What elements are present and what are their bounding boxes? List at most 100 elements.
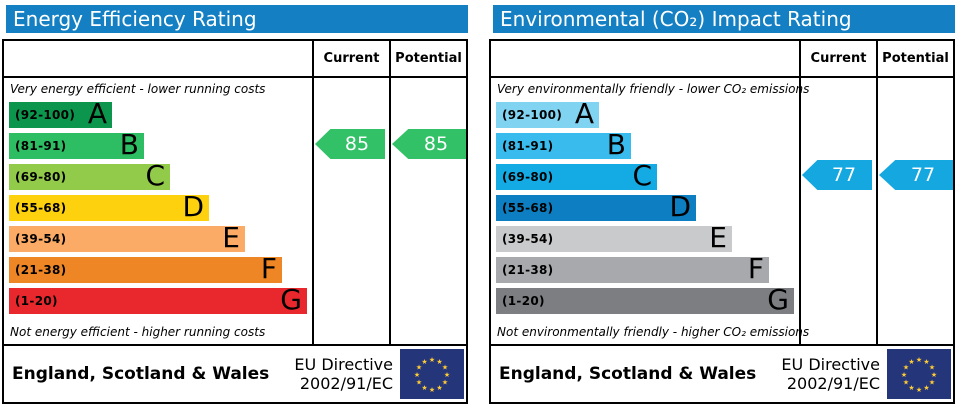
current-rating-value: 85 [344, 133, 370, 155]
energy-efficiency-panel: Energy Efficiency Rating Current Potenti… [2, 0, 468, 404]
svg-text:★: ★ [908, 384, 914, 392]
eu-flag-icon: ★ ★ ★★ ★★ ★★ ★★ ★★ [400, 349, 464, 399]
band-range: (81-91) [502, 139, 554, 153]
band-letter: A [574, 97, 594, 130]
band-a: (92-100) A [9, 97, 112, 130]
panel-title: Energy Efficiency Rating [13, 7, 257, 31]
svg-text:★: ★ [429, 356, 435, 364]
svg-text:★: ★ [436, 358, 442, 366]
svg-text:★: ★ [923, 358, 929, 366]
band-range: (55-68) [15, 201, 67, 215]
eu-directive-text: EU Directive 2002/91/EC [781, 355, 880, 393]
note-top: Very energy efficient - lower running co… [10, 82, 266, 96]
band-letter: B [119, 128, 139, 161]
band-range: (1-20) [15, 294, 58, 308]
potential-column-header: Potential [395, 51, 462, 66]
column-divider [389, 41, 391, 344]
band-letter: F [747, 252, 764, 285]
band-d: (55-68) D [496, 190, 696, 223]
svg-text:★: ★ [916, 356, 922, 364]
column-divider [876, 41, 878, 344]
svg-text:★: ★ [442, 379, 448, 387]
band-letter: C [632, 159, 652, 192]
footer: England, Scotland & Wales EU Directive 2… [491, 346, 953, 402]
band-letter: G [767, 283, 789, 316]
eu-directive-line1: EU Directive [294, 355, 393, 374]
band-letter: F [260, 252, 277, 285]
band-letter: B [606, 128, 626, 161]
eu-directive-line2: 2002/91/EC [299, 374, 393, 393]
band-range: (81-91) [15, 139, 67, 153]
header-divider [4, 76, 466, 78]
potential-rating-arrow: 77 [879, 160, 953, 190]
band-letter: G [280, 283, 302, 316]
band-range: (69-80) [502, 170, 554, 184]
band-e: (39-54) E [9, 221, 245, 254]
band-c: (69-80) C [9, 159, 170, 192]
band-range: (1-20) [502, 294, 545, 308]
potential-rating-value: 77 [910, 164, 936, 186]
svg-text:★: ★ [901, 371, 907, 379]
footer-region: England, Scotland & Wales [12, 364, 270, 384]
svg-text:★: ★ [416, 379, 422, 387]
potential-column-header: Potential [882, 51, 949, 66]
current-column-header: Current [810, 51, 867, 66]
band-letter: C [145, 159, 165, 192]
svg-text:★: ★ [903, 364, 909, 372]
svg-text:★: ★ [444, 371, 450, 379]
band-range: (39-54) [502, 232, 554, 246]
band-f: (21-38) F [496, 252, 769, 285]
rating-table: Current Potential Very environmentally f… [489, 39, 955, 404]
band-range: (92-100) [15, 108, 76, 122]
panel-title: Environmental (CO₂) Impact Rating [500, 7, 852, 31]
svg-text:★: ★ [436, 384, 442, 392]
note-bottom: Not energy efficient - higher running co… [10, 325, 266, 339]
panel-title-bar: Environmental (CO₂) Impact Rating [493, 5, 955, 33]
band-letter: E [709, 221, 727, 254]
band-g: (1-20) G [496, 283, 794, 316]
column-divider [799, 41, 801, 344]
svg-text:★: ★ [923, 384, 929, 392]
footer-divider [491, 344, 953, 346]
band-letter: E [222, 221, 240, 254]
band-b: (81-91) B [9, 128, 144, 161]
svg-text:★: ★ [416, 364, 422, 372]
eu-directive-line2: 2002/91/EC [786, 374, 880, 393]
svg-text:★: ★ [929, 379, 935, 387]
band-letter: D [669, 190, 691, 223]
band-d: (55-68) D [9, 190, 209, 223]
band-letter: D [182, 190, 204, 223]
note-bottom: Not environmentally friendly - higher CO… [497, 325, 810, 339]
svg-text:★: ★ [442, 364, 448, 372]
note-top: Very environmentally friendly - lower CO… [497, 82, 810, 96]
svg-text:★: ★ [421, 358, 427, 366]
current-column-header: Current [323, 51, 380, 66]
footer-divider [4, 344, 466, 346]
svg-text:★: ★ [931, 371, 937, 379]
svg-text:★: ★ [429, 386, 435, 394]
svg-text:★: ★ [929, 364, 935, 372]
footer-region: England, Scotland & Wales [499, 364, 757, 384]
band-range: (21-38) [502, 263, 554, 277]
eu-flag-icon: ★ ★ ★★ ★★ ★★ ★★ ★★ [887, 349, 951, 399]
column-divider [312, 41, 314, 344]
band-a: (92-100) A [496, 97, 599, 130]
band-c: (69-80) C [496, 159, 657, 192]
band-range: (55-68) [502, 201, 554, 215]
band-range: (69-80) [15, 170, 67, 184]
svg-text:★: ★ [414, 371, 420, 379]
band-g: (1-20) G [9, 283, 307, 316]
svg-text:★: ★ [903, 379, 909, 387]
header-divider [491, 76, 953, 78]
band-e: (39-54) E [496, 221, 732, 254]
band-letter: A [87, 97, 107, 130]
panel-title-bar: Energy Efficiency Rating [6, 5, 468, 33]
current-rating-arrow: 85 [315, 129, 385, 159]
svg-text:★: ★ [908, 358, 914, 366]
potential-rating-value: 85 [423, 133, 449, 155]
band-b: (81-91) B [496, 128, 631, 161]
eu-directive-line1: EU Directive [781, 355, 880, 374]
eu-directive-text: EU Directive 2002/91/EC [294, 355, 393, 393]
rating-table: Current Potential Very energy efficient … [2, 39, 468, 404]
band-range: (39-54) [15, 232, 67, 246]
